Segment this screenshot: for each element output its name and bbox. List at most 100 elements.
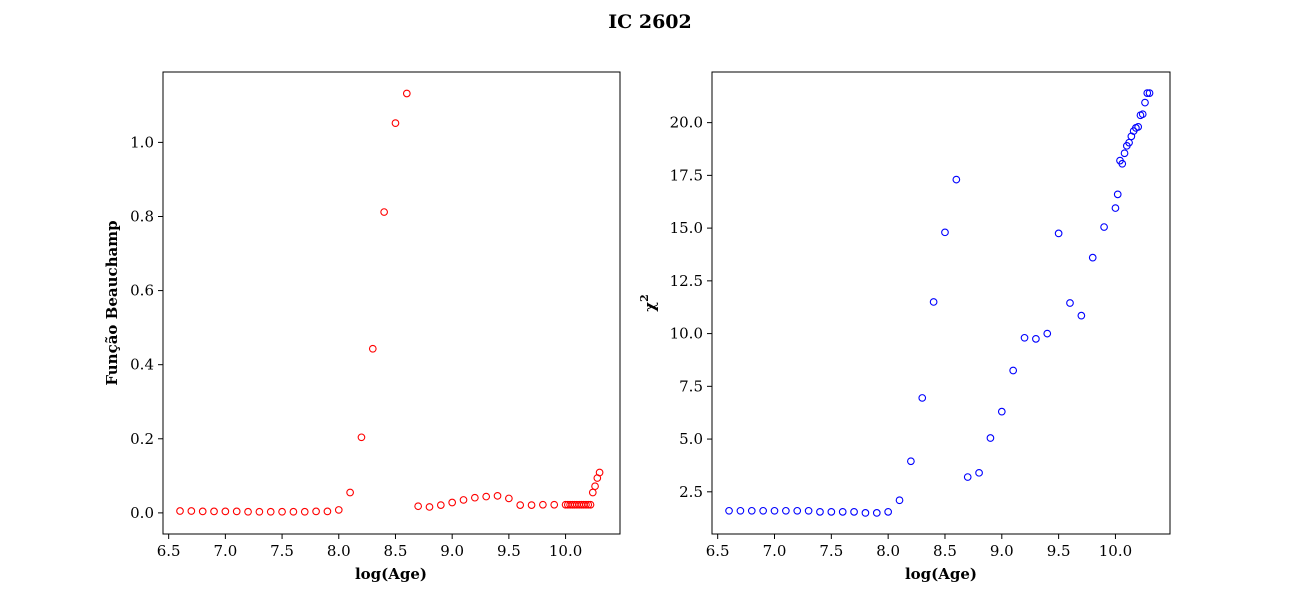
left-chart-point [414,502,422,511]
left-chart-point [312,507,320,516]
left-chart-point [539,500,547,509]
left-chart-point [368,344,377,353]
left-chart-point [357,433,366,442]
right-chart-point [725,506,733,515]
right-chart-y-tick-label: 20.0 [670,114,703,132]
right-chart-point [918,394,927,402]
left-chart-x-tick-label: 9.0 [440,542,464,560]
left-chart-point [278,507,286,516]
right-chart-point [907,457,915,466]
left-chart-point [266,507,275,516]
right-chart-point [941,228,949,237]
left-chart-x-tick-label: 6.5 [157,542,181,560]
right-chart-point [838,507,847,516]
left-chart-point [244,507,252,516]
right-chart-point [986,434,995,442]
left-chart-point [210,507,218,516]
right-chart-point [827,507,836,516]
left-chart-point [391,119,400,127]
right-chart-y-tick-label: 2.5 [679,483,703,501]
right-chart-point [1120,149,1129,158]
right-chart-ticks: 6.5 7.0 7.5 8.0 8.5 9.0 9.5 10.0 2.5 5.0 7.5 10.0 12… [670,114,1133,560]
left-chart-point [436,501,445,509]
left-chart-x-tick-label: 7.0 [213,542,237,560]
right-chart-y-tick-label: 10.0 [670,325,703,343]
left-chart-ticks: 6.5 7.0 7.5 8.0 8.5 9.0 9.5 10.0 0.0 0.2 0.4 0.6 0.8… [130,133,582,560]
left-chart-point [595,468,604,477]
left-chart-point [505,494,513,503]
left-chart-point [198,507,207,516]
right-chart-point [1077,311,1086,320]
left-chart-point [459,496,468,504]
chi-superscript: 2 [638,294,651,302]
right-chart-point [1141,98,1149,107]
right-chart-point [952,175,961,184]
right-chart-y-tick-label: 17.5 [670,166,703,184]
right-chart-x-tick-label: 9.0 [990,542,1014,560]
left-chart-y-tick-label: 0.2 [130,430,154,448]
left-chart-x-tick-label: 8.0 [327,542,351,560]
right-chart-point [1043,329,1052,338]
left-chart-beauchamp: 6.5 7.0 7.5 8.0 8.5 9.0 9.5 10.0 0.0 0.2 0.4 0.6 0.8… [103,71,621,583]
left-chart-point [402,89,411,98]
right-chart-point [997,407,1006,416]
left-chart-point [289,507,298,516]
left-chart-y-tick-label: 1.0 [130,133,154,151]
left-chart-point [591,482,599,491]
right-chart-point [850,507,858,516]
right-chart-y-tick-label: 7.5 [679,377,703,395]
right-chart-x-tick-label: 10.0 [1099,542,1132,560]
left-chart-y-tick-label: 0.4 [130,356,154,374]
left-chart-point [323,507,332,516]
right-chart-point [963,473,972,481]
left-chart-x-axis-label: log(Age) [355,565,427,583]
right-chart-y-tick-label: 12.5 [670,272,703,290]
right-chart-point [759,506,767,515]
right-chart-point [770,506,779,515]
right-chart-point [1100,223,1108,231]
left-chart-y-tick-label: 0.8 [130,207,154,225]
right-chart-point [793,506,802,515]
right-chart-x-tick-label: 8.5 [933,542,957,560]
right-chart-point [895,496,904,505]
right-chart-point [1054,229,1063,238]
right-chart-y-tick-label: 15.0 [670,219,703,237]
left-chart-frame [162,71,621,535]
right-chart-point [1134,122,1143,131]
left-chart-y-axis-label: Função Beauchamp [103,220,121,385]
left-chart-point [187,507,196,515]
right-chart-frame [711,71,1171,535]
right-chart-point [872,509,881,517]
left-chart-point [334,506,343,514]
left-chart-point [448,498,457,507]
right-chart-point [1113,190,1122,199]
right-chart-point [782,506,790,515]
left-chart-point [470,493,479,502]
left-chart-point [232,507,241,516]
right-chart-point [1066,299,1074,307]
left-chart-point [346,488,354,497]
left-chart-point [482,492,491,501]
right-chart-point [1111,204,1120,212]
left-chart-point [527,501,536,509]
left-chart-x-tick-label: 9.5 [497,542,521,560]
right-chart-point [1020,333,1029,342]
right-chart-point [816,507,824,516]
right-chart-point [1145,89,1154,97]
left-chart-point [582,500,590,509]
right-chart-point [861,509,870,517]
right-chart-x-tick-label: 6.5 [706,542,730,560]
right-chart-point [929,298,938,306]
right-chart-point [975,468,983,477]
right-chart-x-tick-label: 9.5 [1047,542,1071,560]
left-chart-point [176,507,184,515]
right-chart-y-axis-label: χ2 [638,294,659,312]
left-chart-point [380,208,388,216]
left-chart-x-tick-label: 8.5 [384,542,408,560]
left-chart-y-tick-label: 0.0 [130,504,154,522]
right-chart-point [1032,335,1040,343]
right-chart-point [1118,159,1127,168]
left-chart-point [221,507,230,516]
left-chart-point [300,507,309,516]
